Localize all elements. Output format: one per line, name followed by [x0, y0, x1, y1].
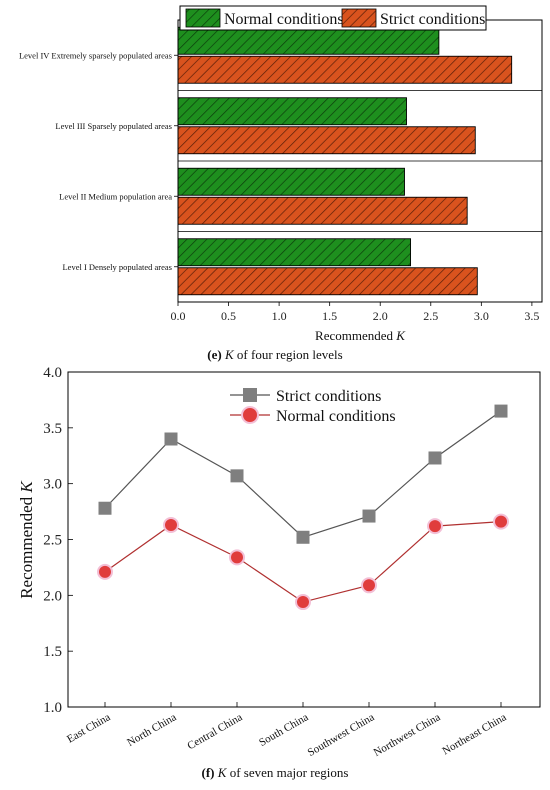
- x-tick-label: 1.0: [272, 309, 287, 323]
- data-point: [361, 577, 377, 594]
- data-point: [98, 501, 112, 515]
- data-point: [362, 509, 376, 523]
- bar: [177, 97, 407, 126]
- bar: [177, 267, 478, 296]
- plot-frame: [67, 371, 541, 708]
- legend: Normal conditions Strict conditions: [179, 5, 487, 31]
- x-tick-label: 1.5: [322, 309, 337, 323]
- category-label: Level II Medium population area: [59, 191, 172, 201]
- bar: [177, 238, 412, 267]
- data-point: [163, 516, 179, 533]
- x-tick-label: 2.0: [373, 309, 388, 323]
- data-point: [97, 563, 113, 580]
- y-tick-label: 2.5: [43, 533, 62, 549]
- legend-swatch-normal: [185, 8, 221, 28]
- caption-e: (e) K of four region levels: [207, 347, 342, 362]
- data-point: [427, 518, 443, 535]
- y-tick-label: 1.0: [43, 700, 62, 716]
- x-tick-label: Central China: [185, 711, 244, 752]
- y-tick-label: 3.5: [43, 421, 62, 437]
- legend-marker-strict: [243, 388, 257, 402]
- bar: [177, 55, 513, 84]
- x-tick-label: 3.0: [474, 309, 489, 323]
- x-tick-label: Northeast China: [440, 711, 508, 757]
- bar-chart-panel: Level I Densely populated areas Level II …: [19, 5, 543, 362]
- category-label: Level III Sparsely populated areas: [55, 121, 172, 131]
- y-tick-label: 1.5: [43, 644, 62, 660]
- x-tick-label: 0.5: [221, 309, 236, 323]
- data-point: [164, 432, 178, 446]
- bar: [177, 126, 476, 155]
- data-point: [230, 469, 244, 483]
- category-label: Level IV Extremely sparsely populated ar…: [19, 50, 172, 60]
- x-tick-label: South China: [257, 711, 310, 749]
- x-tick-label: North China: [125, 711, 178, 749]
- category-label: Level I Densely populated areas: [62, 262, 172, 272]
- x-axis-title: Recommended K: [315, 328, 406, 343]
- data-point: [493, 513, 509, 530]
- bar: [177, 196, 468, 225]
- x-tick-label: 3.5: [524, 309, 539, 323]
- legend-label-normal: Normal conditions: [276, 408, 396, 425]
- caption-f: (f) K of seven major regions: [202, 765, 349, 780]
- line-chart-panel: 1.0 1.5 2.0 2.5 3.0 3.5 4.0 East China North Ch…: [17, 365, 541, 780]
- legend-label-normal: Normal conditions: [224, 11, 344, 28]
- y-tick-label: 4.0: [43, 365, 62, 381]
- y-axis-title: Recommended K: [17, 480, 36, 599]
- x-tick-label: 0.0: [171, 309, 186, 323]
- legend: Strict conditions Normal conditions: [230, 388, 396, 425]
- x-tick-label: Northwest China: [372, 711, 443, 759]
- x-tick-label: 2.5: [423, 309, 438, 323]
- legend-swatch-strict: [341, 8, 377, 28]
- data-point: [296, 530, 310, 544]
- legend-box: [179, 5, 487, 31]
- x-tick-label: Southwest China: [306, 711, 377, 759]
- data-point: [295, 594, 311, 611]
- y-tick-label: 2.0: [43, 588, 62, 604]
- data-point: [428, 451, 442, 465]
- y-tick-label: 3.0: [43, 477, 62, 493]
- series-line: [104, 410, 502, 538]
- data-point: [229, 549, 245, 566]
- x-tick-label: East China: [65, 711, 113, 745]
- legend-label-strict: Strict conditions: [276, 388, 381, 405]
- bar: [177, 26, 440, 55]
- legend-label-strict: Strict conditions: [380, 11, 485, 28]
- bar: [177, 167, 405, 196]
- legend-marker-normal: [241, 406, 259, 424]
- data-point: [494, 404, 508, 418]
